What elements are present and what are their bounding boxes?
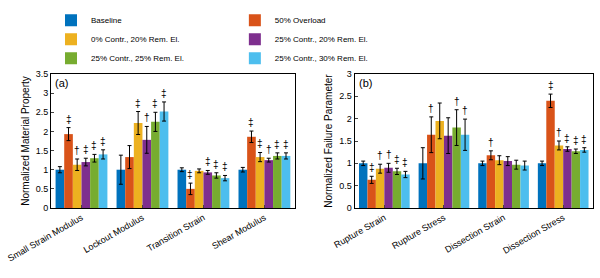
svg-text:‡: ‡ <box>66 114 72 125</box>
svg-text:3: 3 <box>347 69 352 79</box>
svg-text:2: 2 <box>43 127 48 137</box>
svg-text:(a): (a) <box>55 77 68 89</box>
svg-text:‡: ‡ <box>402 157 408 168</box>
svg-text:‡: ‡ <box>213 159 219 170</box>
svg-text:0.5: 0.5 <box>36 184 49 194</box>
svg-text:‡: ‡ <box>91 140 97 151</box>
svg-text:‡: ‡ <box>257 138 263 149</box>
svg-text:‡: ‡ <box>152 98 158 109</box>
svg-text:‡: ‡ <box>274 139 280 150</box>
svg-text:Transition Strain: Transition Strain <box>145 212 206 253</box>
svg-text:0: 0 <box>347 203 352 213</box>
svg-text:Normalized Failure Parameter: Normalized Failure Parameter <box>323 74 334 208</box>
svg-text:1: 1 <box>347 158 352 168</box>
svg-text:†: † <box>454 96 460 107</box>
svg-text:Small Strain Modulus: Small Strain Modulus <box>6 212 85 263</box>
svg-text:‡: ‡ <box>283 139 289 150</box>
svg-text:2.5: 2.5 <box>36 107 49 117</box>
svg-text:‡: ‡ <box>581 134 587 145</box>
svg-text:‡: ‡ <box>100 136 106 147</box>
svg-text:†: † <box>377 150 383 161</box>
svg-text:†: † <box>556 127 562 138</box>
svg-text:‡: ‡ <box>369 162 375 173</box>
svg-text:Rupture Stress: Rupture Stress <box>390 212 447 251</box>
svg-text:‡: ‡ <box>205 156 211 167</box>
svg-text:Rupture Strain: Rupture Strain <box>332 212 387 250</box>
svg-text:‡: ‡ <box>161 88 167 99</box>
svg-text:‡: ‡ <box>83 144 89 155</box>
svg-text:†: † <box>74 145 80 156</box>
svg-text:50% Overload: 50% Overload <box>275 16 326 25</box>
svg-text:†: † <box>386 149 392 160</box>
svg-text:Lockout Modulus: Lockout Modulus <box>82 212 146 255</box>
svg-text:2.5: 2.5 <box>339 91 352 101</box>
svg-text:Normalized Material Property: Normalized Material Property <box>20 76 31 206</box>
svg-text:Dissection Strain: Dissection Strain <box>443 212 506 254</box>
svg-text:†: † <box>428 103 434 114</box>
svg-text:1.5: 1.5 <box>339 136 352 146</box>
svg-text:25% Contr., 30% Rem. El.: 25% Contr., 30% Rem. El. <box>275 54 368 63</box>
svg-text:†: † <box>462 105 468 116</box>
svg-text:(b): (b) <box>359 77 372 89</box>
svg-text:3: 3 <box>43 88 48 98</box>
svg-text:25% Contr., 20% Rem. El.: 25% Contr., 20% Rem. El. <box>275 35 368 44</box>
svg-text:‡: ‡ <box>564 133 570 144</box>
svg-text:‡: ‡ <box>394 154 400 165</box>
svg-text:Shear Modulus: Shear Modulus <box>210 212 268 251</box>
svg-text:1.5: 1.5 <box>36 146 49 156</box>
svg-text:25% Contr., 25% Rem. El.: 25% Contr., 25% Rem. El. <box>91 54 184 63</box>
svg-text:0% Contr., 20% Rem. El.: 0% Contr., 20% Rem. El. <box>91 35 179 44</box>
svg-text:‡: ‡ <box>573 135 579 146</box>
svg-text:1: 1 <box>43 165 48 175</box>
svg-text:‡: ‡ <box>548 80 554 91</box>
svg-text:†: † <box>266 144 272 155</box>
svg-text:0: 0 <box>43 203 48 213</box>
svg-text:Dissection Stress: Dissection Stress <box>501 212 567 256</box>
svg-text:‡: ‡ <box>222 161 228 172</box>
svg-text:‡: ‡ <box>135 98 141 109</box>
svg-text:0.5: 0.5 <box>339 181 352 191</box>
svg-text:‡: ‡ <box>248 117 254 128</box>
svg-text:†: † <box>144 112 150 123</box>
svg-text:‡: ‡ <box>187 169 193 180</box>
svg-text:3.5: 3.5 <box>36 69 49 79</box>
svg-text:2: 2 <box>347 114 352 124</box>
svg-text:†: † <box>488 137 494 148</box>
svg-text:Baseline: Baseline <box>91 16 122 25</box>
